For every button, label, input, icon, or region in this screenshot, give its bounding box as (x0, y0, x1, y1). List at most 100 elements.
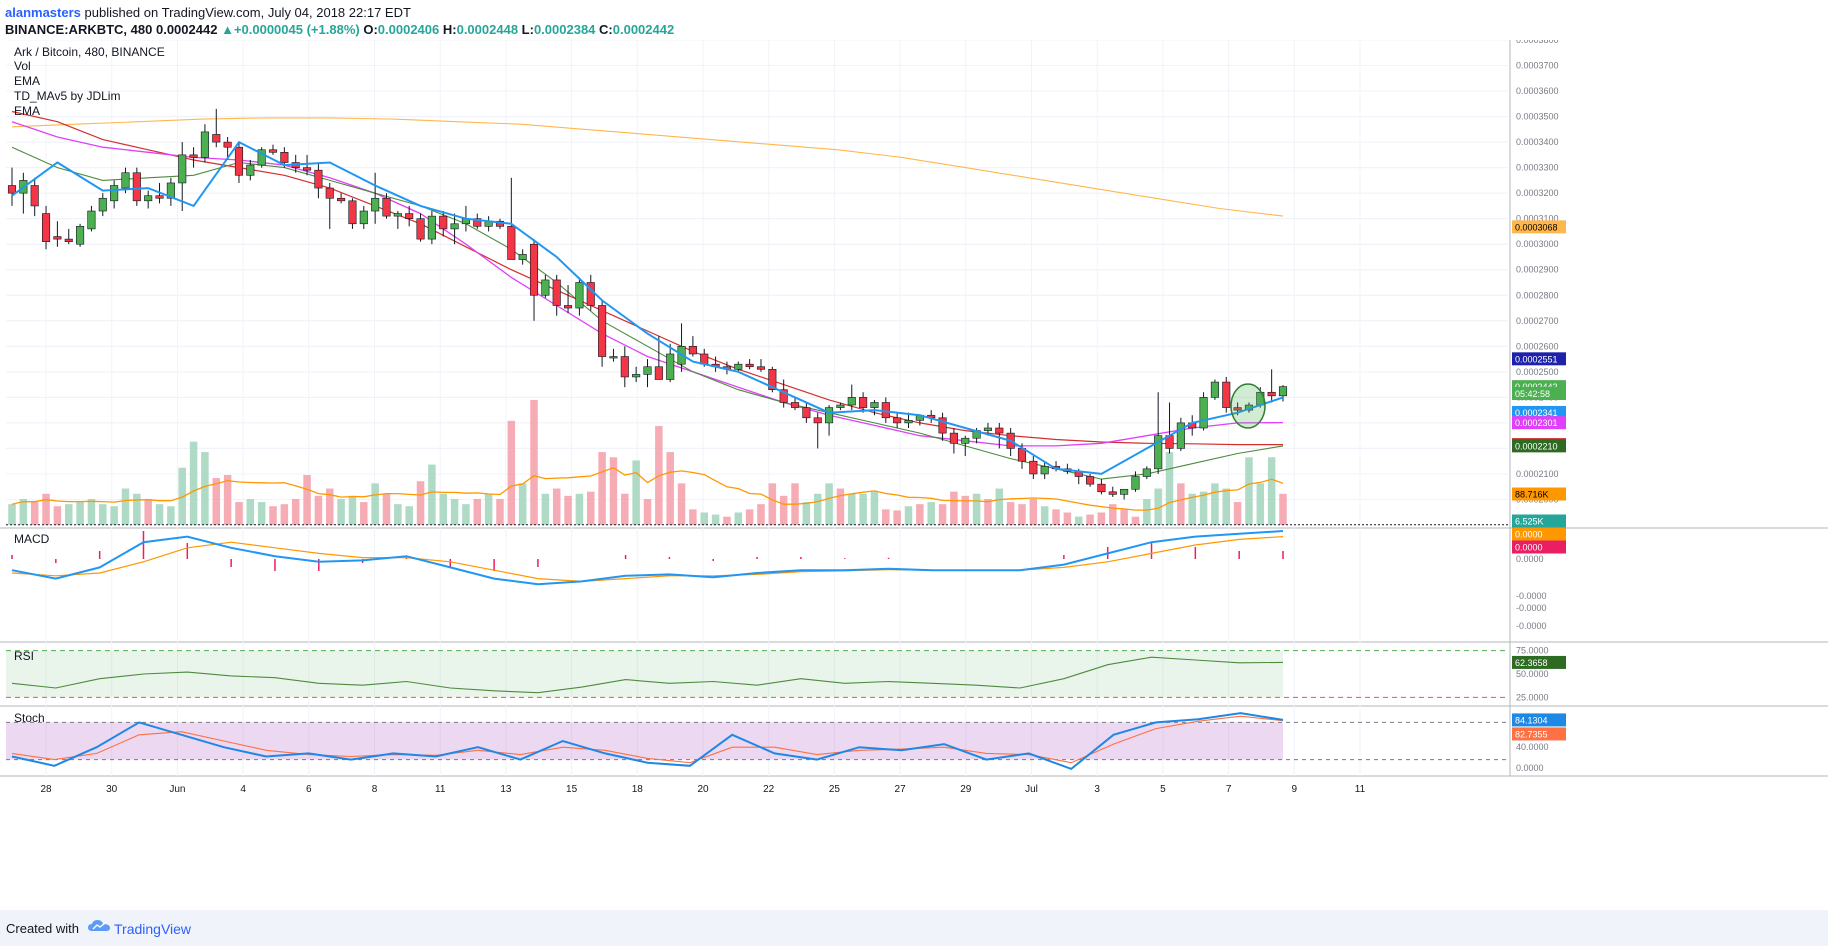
candle[interactable] (1267, 391, 1276, 397)
candle[interactable] (904, 420, 913, 424)
candle[interactable] (155, 195, 164, 199)
candle[interactable] (144, 195, 153, 202)
candle[interactable] (518, 254, 527, 260)
candle[interactable] (121, 172, 130, 189)
candle[interactable] (359, 210, 368, 225)
candle[interactable] (257, 149, 266, 166)
candle[interactable] (1120, 488, 1129, 495)
candle[interactable] (836, 404, 845, 408)
candle[interactable] (200, 131, 209, 158)
candle[interactable] (1278, 386, 1288, 397)
candle[interactable] (995, 427, 1004, 434)
candle[interactable] (268, 149, 278, 153)
candle[interactable] (949, 432, 958, 444)
candle[interactable] (314, 169, 323, 189)
candle[interactable] (98, 197, 107, 212)
candle[interactable] (552, 279, 561, 306)
candle[interactable] (779, 389, 788, 403)
candle[interactable] (110, 185, 119, 202)
candle[interactable] (246, 164, 255, 176)
candle[interactable] (529, 243, 539, 296)
candle[interactable] (654, 366, 663, 380)
candle[interactable] (30, 185, 39, 207)
candle[interactable] (643, 366, 652, 375)
candle[interactable] (1131, 476, 1140, 490)
candle[interactable] (76, 226, 85, 245)
price-axis[interactable]: 0.0003800 0.0003700 0.0003600 0.0003500 0.00… (40, 40, 1566, 795)
candle[interactable] (439, 215, 448, 230)
candle[interactable] (825, 407, 834, 424)
candle[interactable] (64, 238, 73, 242)
candle[interactable] (7, 185, 17, 194)
candle[interactable] (1142, 468, 1151, 477)
candle[interactable] (348, 200, 357, 225)
candle[interactable] (1154, 435, 1163, 470)
macd-pane[interactable]: MACD (11, 530, 1284, 586)
candle[interactable] (541, 279, 550, 296)
candle[interactable] (734, 363, 743, 370)
candle[interactable] (802, 407, 811, 419)
candle[interactable] (234, 146, 244, 176)
candle[interactable] (87, 210, 96, 230)
candle[interactable] (768, 368, 777, 391)
candle[interactable] (450, 223, 459, 230)
candle[interactable] (632, 374, 641, 378)
rsi-pane[interactable]: RSI (6, 649, 1508, 698)
candle[interactable] (870, 402, 879, 408)
price-chart[interactable]: MACD RSI Stoch 0.0003800 0.0003700 0.00036… (0, 40, 1828, 910)
main-pane[interactable] (6, 108, 1508, 526)
candle[interactable] (325, 187, 334, 199)
candle[interactable] (427, 215, 436, 240)
legend-item[interactable]: Vol (14, 59, 31, 73)
author-link[interactable]: alanmasters (5, 5, 81, 20)
candle[interactable] (1097, 483, 1106, 493)
candle[interactable] (961, 437, 970, 444)
candle[interactable] (1040, 465, 1049, 475)
candle[interactable] (41, 213, 51, 242)
candle[interactable] (938, 417, 947, 434)
candle[interactable] (893, 417, 902, 424)
candle[interactable] (1029, 460, 1038, 475)
candle[interactable] (507, 226, 516, 260)
candle[interactable] (756, 366, 766, 370)
candle[interactable] (405, 213, 414, 219)
candle[interactable] (189, 154, 198, 158)
candle[interactable] (1210, 381, 1219, 398)
candle[interactable] (53, 236, 62, 240)
candle[interactable] (212, 134, 221, 143)
candle[interactable] (416, 218, 425, 240)
candle[interactable] (1199, 397, 1208, 429)
candle[interactable] (303, 167, 312, 171)
candle[interactable] (371, 197, 380, 212)
legend-item[interactable]: TD_MAv5 by JDLim (14, 89, 120, 103)
legend-item[interactable]: EMA (14, 104, 40, 118)
candle[interactable] (132, 172, 141, 202)
candle[interactable] (473, 218, 482, 227)
candle[interactable] (393, 213, 402, 217)
candle[interactable] (1233, 407, 1242, 411)
candle[interactable] (790, 402, 800, 408)
candle[interactable] (564, 305, 573, 309)
candle[interactable] (166, 182, 175, 199)
candle[interactable] (337, 197, 346, 202)
candle[interactable] (1222, 381, 1231, 408)
candle[interactable] (1086, 476, 1095, 485)
candle[interactable] (382, 197, 391, 217)
candle[interactable] (859, 397, 868, 408)
legend-item[interactable]: EMA (14, 74, 40, 88)
candle[interactable] (1108, 491, 1117, 495)
candle[interactable] (575, 282, 584, 309)
candle[interactable] (813, 417, 822, 424)
candle[interactable] (620, 356, 629, 378)
candle[interactable] (688, 346, 697, 355)
candle[interactable] (666, 353, 675, 380)
candle[interactable] (847, 397, 856, 406)
tradingview-link[interactable]: TradingView (114, 921, 192, 937)
candle[interactable] (178, 154, 187, 184)
candle[interactable] (280, 152, 289, 163)
candle[interactable] (983, 427, 992, 431)
candle[interactable] (745, 363, 754, 368)
candle[interactable] (1176, 422, 1185, 449)
candle[interactable] (609, 356, 618, 359)
candle[interactable] (223, 141, 232, 148)
